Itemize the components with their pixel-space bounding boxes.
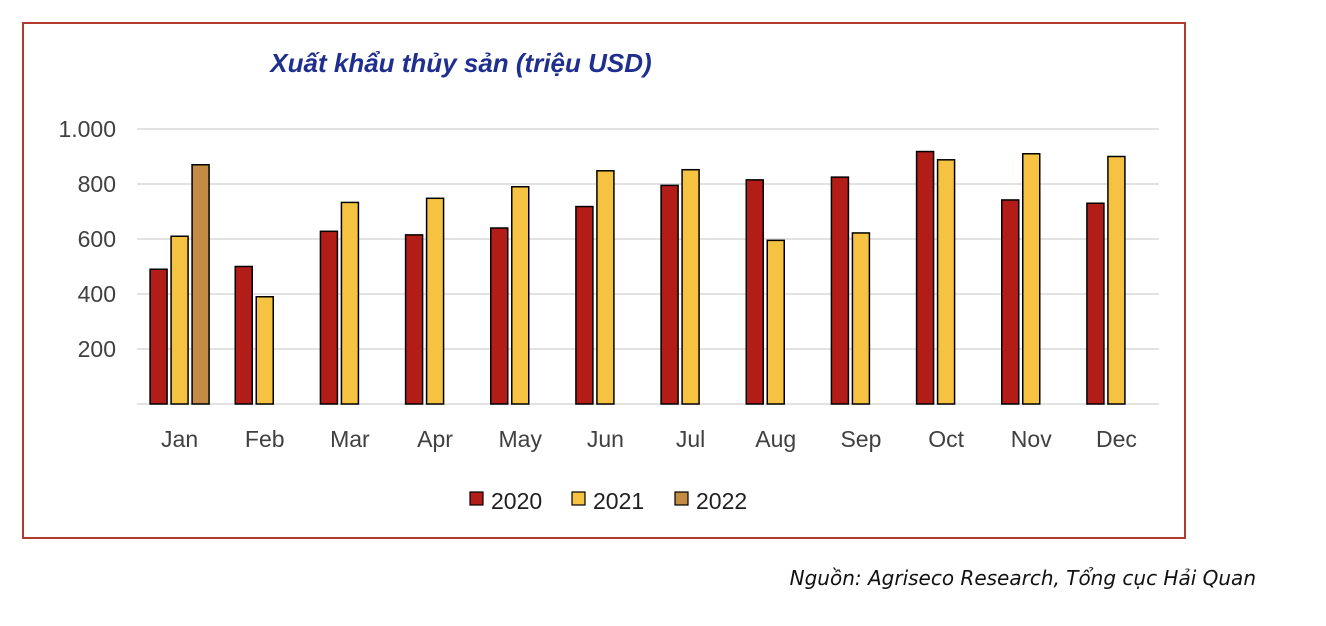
bars: [149, 150, 1126, 405]
x-tick-label: May: [499, 426, 543, 452]
x-tick-label: Apr: [417, 426, 453, 452]
y-tick-label: 600: [78, 226, 116, 252]
bar-2020-feb: [234, 265, 253, 405]
legend: 2020 2021 2022: [469, 488, 747, 514]
x-tick-label: Mar: [330, 426, 370, 452]
bar-2020-sep: [830, 176, 850, 405]
bar-2020-aug: [745, 179, 764, 405]
bar-2022-jan: [191, 164, 210, 405]
gridlines: [137, 128, 1159, 405]
x-tick-label: Nov: [1011, 426, 1052, 452]
x-tick-label: Aug: [755, 426, 796, 452]
x-axis-tick-labels: Jan Feb Mar Apr May Jun Jul Aug Sep Oct Nov Dec: [161, 426, 1137, 452]
chart-title: Xuất khẩu thủy sản (triệu USD): [268, 48, 651, 78]
legend-label-2021: 2021: [593, 488, 644, 514]
y-axis-tick-labels: 200 400 600 800 1.000: [58, 116, 116, 362]
bar-2021-oct: [936, 159, 956, 405]
bar-2020-jun: [575, 205, 594, 405]
bar-2020-apr: [404, 234, 424, 405]
bar-2021-dec: [1107, 155, 1126, 405]
x-tick-label: Jun: [587, 426, 624, 452]
y-tick-label: 400: [78, 281, 116, 307]
bar-2020-jul: [660, 184, 679, 405]
bar-2021-apr: [425, 197, 445, 405]
bar-2020-nov: [1001, 199, 1020, 405]
bar-2021-aug: [766, 239, 785, 405]
legend-swatch-2020: [469, 491, 484, 506]
bar-chart: Xuất khẩu thủy sản (triệu USD) 200 400 600…: [58, 48, 1159, 514]
y-tick-label: 1.000: [58, 116, 116, 142]
y-tick-label: 800: [78, 171, 116, 197]
bar-2021-jun: [596, 170, 615, 405]
bar-2021-sep: [851, 232, 871, 405]
x-tick-label: Feb: [245, 426, 285, 452]
x-tick-label: Sep: [840, 426, 881, 452]
legend-label-2020: 2020: [491, 488, 542, 514]
x-tick-label: Jan: [161, 426, 198, 452]
x-tick-label: Jul: [676, 426, 705, 452]
bar-2020-may: [490, 227, 509, 405]
y-tick-label: 200: [78, 336, 116, 362]
x-tick-label: Oct: [928, 426, 964, 452]
legend-swatch-2022: [674, 491, 689, 506]
bar-2021-may: [511, 186, 530, 405]
bar-2021-jul: [681, 168, 700, 405]
bar-2021-mar: [340, 201, 360, 405]
bar-2021-feb: [255, 296, 274, 405]
bar-2021-jan: [170, 235, 189, 405]
bar-2020-jan: [149, 268, 168, 405]
source-note: Nguồn: Agriseco Research, Tổng cục Hải Q…: [789, 566, 1256, 590]
x-tick-label: Dec: [1096, 426, 1137, 452]
legend-swatch-2021: [571, 491, 586, 506]
bar-2020-oct: [915, 150, 935, 405]
legend-label-2022: 2022: [696, 488, 747, 514]
bar-2020-mar: [319, 230, 339, 405]
bar-2020-dec: [1086, 202, 1105, 405]
bar-2021-nov: [1022, 153, 1041, 405]
chart-frame: Xuất khẩu thủy sản (triệu USD) 200 400 600…: [22, 22, 1186, 539]
